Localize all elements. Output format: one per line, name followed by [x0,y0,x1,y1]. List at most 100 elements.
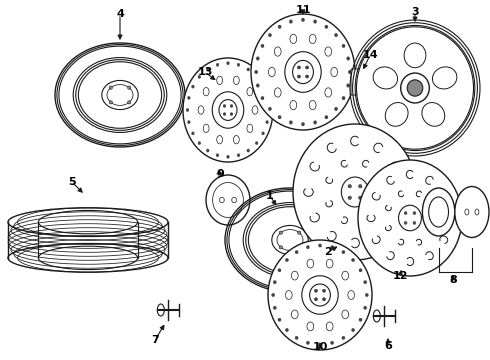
Ellipse shape [357,27,473,149]
Ellipse shape [183,58,273,162]
Ellipse shape [268,240,372,350]
Ellipse shape [233,76,239,85]
Circle shape [322,298,325,301]
Ellipse shape [255,75,258,78]
Text: 9: 9 [216,169,224,179]
Ellipse shape [192,132,194,135]
Ellipse shape [331,246,334,249]
Circle shape [413,221,416,224]
Ellipse shape [273,280,276,284]
Ellipse shape [465,209,469,215]
Circle shape [404,212,407,215]
Ellipse shape [198,141,201,145]
Ellipse shape [251,14,355,130]
Ellipse shape [404,43,426,68]
Ellipse shape [269,107,271,111]
Circle shape [322,289,325,292]
Circle shape [223,105,226,107]
Text: 4: 4 [116,9,124,19]
Circle shape [297,231,301,234]
Ellipse shape [256,57,259,60]
Text: 6: 6 [384,341,392,351]
Circle shape [127,101,131,104]
Ellipse shape [269,67,275,77]
Ellipse shape [346,84,350,87]
Ellipse shape [252,106,258,114]
Ellipse shape [278,116,281,119]
Ellipse shape [295,251,298,254]
Ellipse shape [293,60,314,84]
Ellipse shape [325,88,332,97]
Ellipse shape [266,121,269,124]
Ellipse shape [309,34,316,44]
Ellipse shape [188,96,190,99]
Ellipse shape [429,197,448,227]
Ellipse shape [326,259,333,268]
Ellipse shape [373,310,380,322]
Ellipse shape [206,149,209,152]
Ellipse shape [227,62,229,65]
Ellipse shape [237,154,240,157]
Ellipse shape [385,103,408,126]
Circle shape [230,105,233,107]
Ellipse shape [247,87,253,96]
Ellipse shape [278,269,281,272]
Text: 13: 13 [197,67,213,77]
Ellipse shape [455,186,489,238]
Circle shape [348,196,351,199]
Ellipse shape [285,258,289,262]
Ellipse shape [422,188,455,236]
Ellipse shape [359,269,362,272]
Text: 8: 8 [449,275,457,285]
Ellipse shape [401,73,429,103]
Circle shape [297,246,301,249]
Ellipse shape [359,318,362,321]
Ellipse shape [273,306,276,310]
Ellipse shape [269,33,271,37]
FancyBboxPatch shape [351,69,369,95]
Ellipse shape [188,121,190,124]
Ellipse shape [348,291,355,300]
Circle shape [413,212,416,215]
Ellipse shape [216,154,219,157]
Ellipse shape [364,280,367,284]
Ellipse shape [243,203,337,278]
Ellipse shape [274,88,281,97]
Ellipse shape [342,310,348,319]
Ellipse shape [325,25,328,28]
Ellipse shape [198,75,201,78]
Circle shape [279,231,282,234]
Circle shape [348,184,351,188]
Ellipse shape [217,76,222,85]
Ellipse shape [290,34,297,44]
Circle shape [297,66,300,69]
Ellipse shape [342,44,345,48]
Ellipse shape [342,271,348,280]
Ellipse shape [73,58,167,132]
Ellipse shape [102,80,138,109]
Ellipse shape [292,271,298,280]
Ellipse shape [285,328,289,332]
Ellipse shape [192,85,194,88]
Text: 10: 10 [312,342,328,352]
Ellipse shape [309,100,316,110]
Ellipse shape [216,63,219,66]
Ellipse shape [325,116,328,119]
Ellipse shape [342,251,345,254]
Ellipse shape [206,175,250,225]
Ellipse shape [237,63,240,66]
Circle shape [305,66,309,69]
Text: 3: 3 [411,7,419,17]
Circle shape [315,298,318,301]
Ellipse shape [255,70,258,74]
Text: 12: 12 [392,271,408,281]
Ellipse shape [358,160,462,276]
Text: 11: 11 [295,5,311,15]
Ellipse shape [325,47,332,56]
Ellipse shape [262,132,265,135]
Ellipse shape [326,322,333,331]
Ellipse shape [186,108,189,112]
Text: 7: 7 [151,335,159,345]
Ellipse shape [256,84,259,87]
Ellipse shape [261,44,264,48]
